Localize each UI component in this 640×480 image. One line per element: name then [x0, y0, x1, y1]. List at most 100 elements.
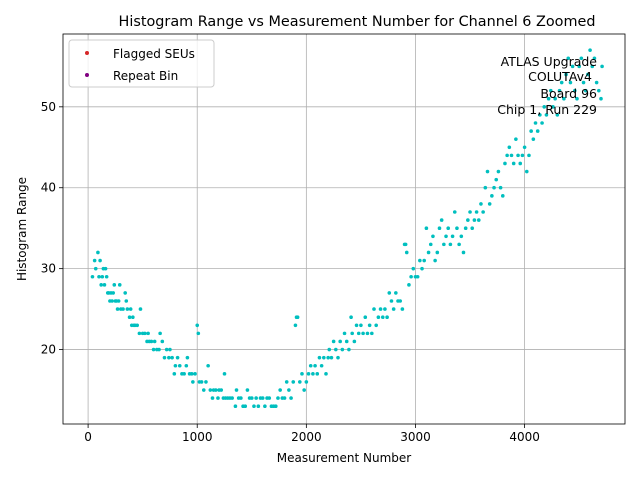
data-point	[185, 355, 190, 360]
data-point	[167, 355, 171, 360]
data-point	[352, 339, 357, 344]
data-point	[442, 242, 446, 247]
data-point	[437, 226, 442, 230]
data-point	[490, 194, 494, 198]
data-point	[234, 388, 239, 392]
data-point	[516, 153, 520, 158]
data-point	[293, 323, 298, 328]
data-point	[509, 153, 514, 158]
data-point	[455, 226, 459, 230]
data-point	[544, 113, 549, 117]
data-point	[498, 185, 503, 190]
y-tick-label: 30	[41, 262, 56, 276]
data-point	[575, 96, 579, 101]
data-point	[175, 355, 180, 360]
data-point	[121, 307, 125, 311]
data-point	[338, 339, 342, 344]
data-point	[210, 396, 215, 400]
data-point	[505, 153, 509, 158]
data-point	[313, 363, 317, 368]
data-point	[531, 137, 536, 141]
data-point	[289, 396, 293, 400]
data-point	[476, 218, 481, 222]
data-point	[273, 404, 278, 408]
data-point	[487, 202, 492, 206]
data-point	[398, 299, 403, 303]
data-point	[112, 283, 117, 287]
legend-label-flagged-seus: Flagged SEUs	[113, 47, 195, 61]
data-point	[184, 363, 189, 368]
data-point	[479, 202, 483, 206]
data-point	[334, 347, 338, 352]
data-point	[260, 396, 265, 400]
data-point	[125, 307, 130, 311]
data-point	[173, 363, 178, 368]
data-point	[349, 315, 353, 319]
data-point	[546, 96, 551, 101]
legend-marker-flagged-seus	[85, 51, 89, 55]
data-point	[472, 218, 477, 222]
data-point	[356, 331, 361, 336]
data-point	[104, 274, 109, 279]
data-point	[151, 347, 156, 352]
data-point	[446, 226, 451, 230]
data-point	[100, 274, 105, 279]
data-point	[507, 145, 512, 150]
data-point	[579, 56, 584, 61]
annotation: ATLAS Upgrade COLUTAv4 Board 96 Chip 1, …	[497, 54, 597, 117]
annotation-line-4: Chip 1, Run 229	[497, 102, 597, 117]
data-point	[311, 372, 315, 376]
data-point	[92, 258, 97, 263]
data-point	[158, 331, 162, 336]
data-point	[164, 347, 169, 352]
data-point	[267, 396, 272, 400]
data-point	[216, 396, 220, 400]
data-point	[500, 194, 505, 198]
data-point	[524, 169, 529, 174]
data-point	[533, 121, 538, 125]
data-point	[127, 315, 132, 319]
data-point	[324, 372, 328, 376]
data-point	[222, 372, 227, 376]
data-point	[363, 315, 368, 319]
data-points	[90, 48, 604, 408]
data-point	[336, 355, 340, 360]
data-point	[463, 226, 468, 230]
data-point	[389, 299, 394, 303]
data-point	[540, 121, 544, 125]
data-point	[282, 396, 287, 400]
data-point	[110, 299, 114, 303]
data-point	[243, 404, 248, 408]
data-point	[474, 210, 479, 214]
chart-title: Histogram Range vs Measurement Number fo…	[119, 14, 596, 30]
data-point	[374, 323, 378, 328]
data-point	[327, 347, 332, 352]
data-point	[96, 250, 100, 255]
data-point	[124, 299, 129, 303]
data-point	[542, 105, 547, 109]
data-point	[514, 137, 518, 141]
data-point	[263, 404, 267, 408]
data-point	[450, 234, 455, 239]
data-point	[592, 56, 597, 61]
data-point	[367, 323, 372, 328]
data-point	[193, 372, 197, 376]
data-point	[302, 388, 306, 392]
data-point	[300, 372, 304, 376]
data-point	[520, 153, 525, 158]
data-point	[562, 96, 566, 101]
data-point	[433, 258, 437, 263]
data-point	[276, 396, 280, 400]
data-point	[245, 388, 250, 392]
data-point	[586, 72, 590, 77]
data-point	[518, 161, 523, 166]
data-point	[457, 242, 461, 247]
data-point	[128, 307, 133, 311]
data-point	[152, 339, 157, 344]
data-point	[424, 226, 429, 230]
data-point	[448, 242, 453, 247]
annotation-line-3: Board 96	[540, 86, 597, 101]
data-point	[361, 331, 365, 336]
y-axis-ticks: 20 30 40 50	[41, 100, 63, 357]
data-point	[102, 283, 107, 287]
